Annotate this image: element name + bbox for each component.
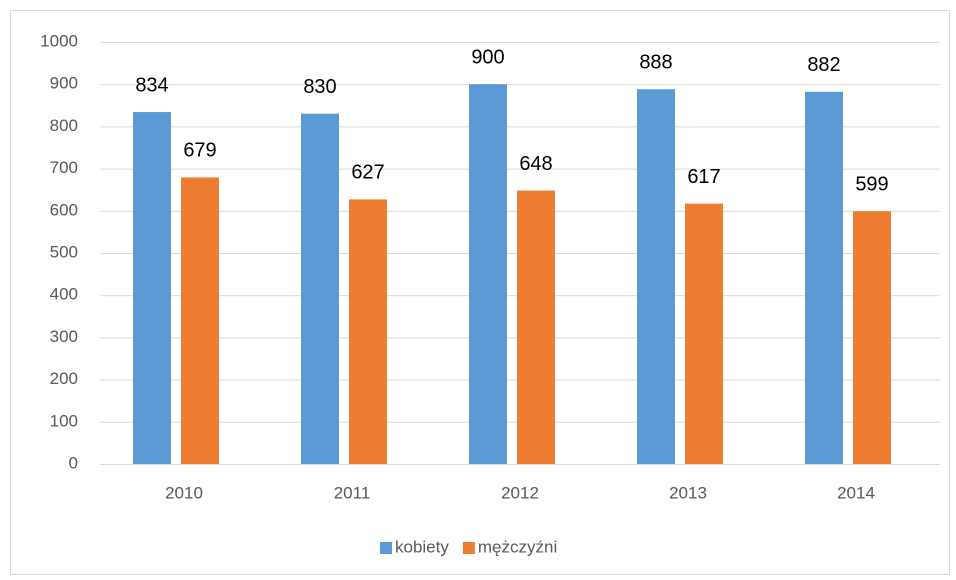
- bar: [181, 177, 219, 464]
- bar: [349, 199, 387, 464]
- value-label: 627: [351, 162, 384, 184]
- value-label: 679: [183, 140, 216, 162]
- y-tick-label: 400: [50, 285, 78, 304]
- value-label: 830: [303, 76, 336, 98]
- value-label: 599: [855, 174, 888, 196]
- legend-label: kobiety: [395, 537, 449, 556]
- y-tick-label: 0: [69, 453, 78, 472]
- value-label: 888: [639, 52, 672, 74]
- y-tick-label: 600: [50, 200, 78, 219]
- bar: [685, 203, 723, 464]
- y-tick-label: 500: [50, 242, 78, 261]
- y-tick-label: 900: [50, 74, 78, 93]
- y-tick-label: 700: [50, 158, 78, 177]
- value-label: 882: [807, 54, 840, 76]
- bar: [469, 84, 507, 464]
- x-tick-label: 2010: [165, 483, 203, 502]
- bar: [637, 89, 675, 464]
- bar: [133, 112, 171, 464]
- legend-swatch: [462, 542, 475, 554]
- x-tick-label: 2013: [669, 483, 707, 502]
- x-tick-label: 2011: [334, 483, 371, 502]
- bar: [853, 211, 891, 464]
- y-tick-label: 1000: [40, 31, 78, 50]
- y-tick-label: 200: [50, 369, 78, 388]
- bar: [517, 190, 555, 464]
- value-label: 900: [471, 46, 504, 68]
- value-label: 648: [519, 153, 552, 175]
- y-tick-label: 800: [50, 116, 78, 135]
- y-tick-label: 300: [50, 327, 78, 346]
- y-tick-label: 100: [50, 411, 78, 430]
- value-label: 617: [687, 166, 720, 188]
- bar: [805, 91, 843, 465]
- x-tick-label: 2012: [501, 483, 539, 502]
- legend-label: mężczyźni: [478, 537, 557, 556]
- legend-swatch: [380, 542, 392, 554]
- bar: [301, 113, 339, 465]
- value-label: 834: [135, 74, 168, 96]
- x-tick-label: 2014: [837, 483, 875, 502]
